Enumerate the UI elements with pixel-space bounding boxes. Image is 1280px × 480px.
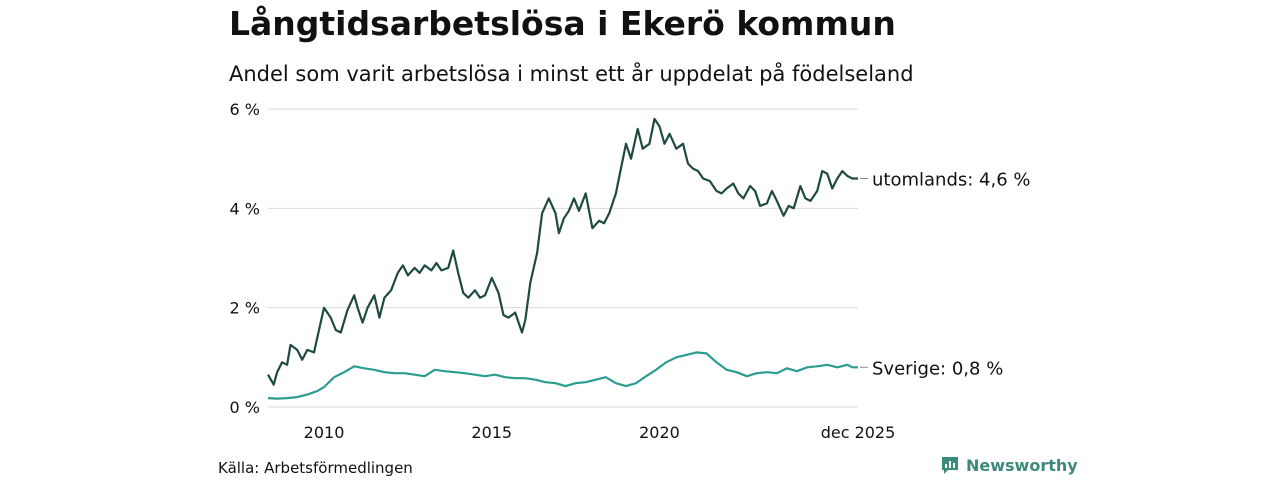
x-tick-label: 2010: [304, 423, 345, 442]
y-tick-label: 2 %: [230, 299, 260, 318]
newsworthy-icon: [942, 457, 958, 474]
y-tick-label: 4 %: [230, 199, 260, 218]
chart-subtitle: Andel som varit arbetslösa i minst ett å…: [229, 62, 914, 86]
x-tick-label: 2020: [639, 423, 680, 442]
series-label-Sverige: Sverige: 0,8 %: [872, 358, 1003, 379]
brand-logo[interactable]: Newsworthy: [940, 455, 1078, 475]
y-tick-label: 6 %: [230, 100, 260, 119]
x-tick-label: 2015: [471, 423, 512, 442]
chart-title: Långtidsarbetslösa i Ekerö kommun: [229, 4, 896, 43]
series-line-Sverige: [267, 351, 858, 400]
brand-name: Newsworthy: [966, 455, 1078, 475]
series-line-utomlands: [267, 117, 858, 386]
series-label-utomlands: utomlands: 4,6 %: [872, 170, 1031, 191]
y-tick-label: 0 %: [230, 398, 260, 417]
source-note: Källa: Arbetsförmedlingen: [218, 459, 413, 477]
x-tick-label: dec 2025: [821, 423, 896, 442]
